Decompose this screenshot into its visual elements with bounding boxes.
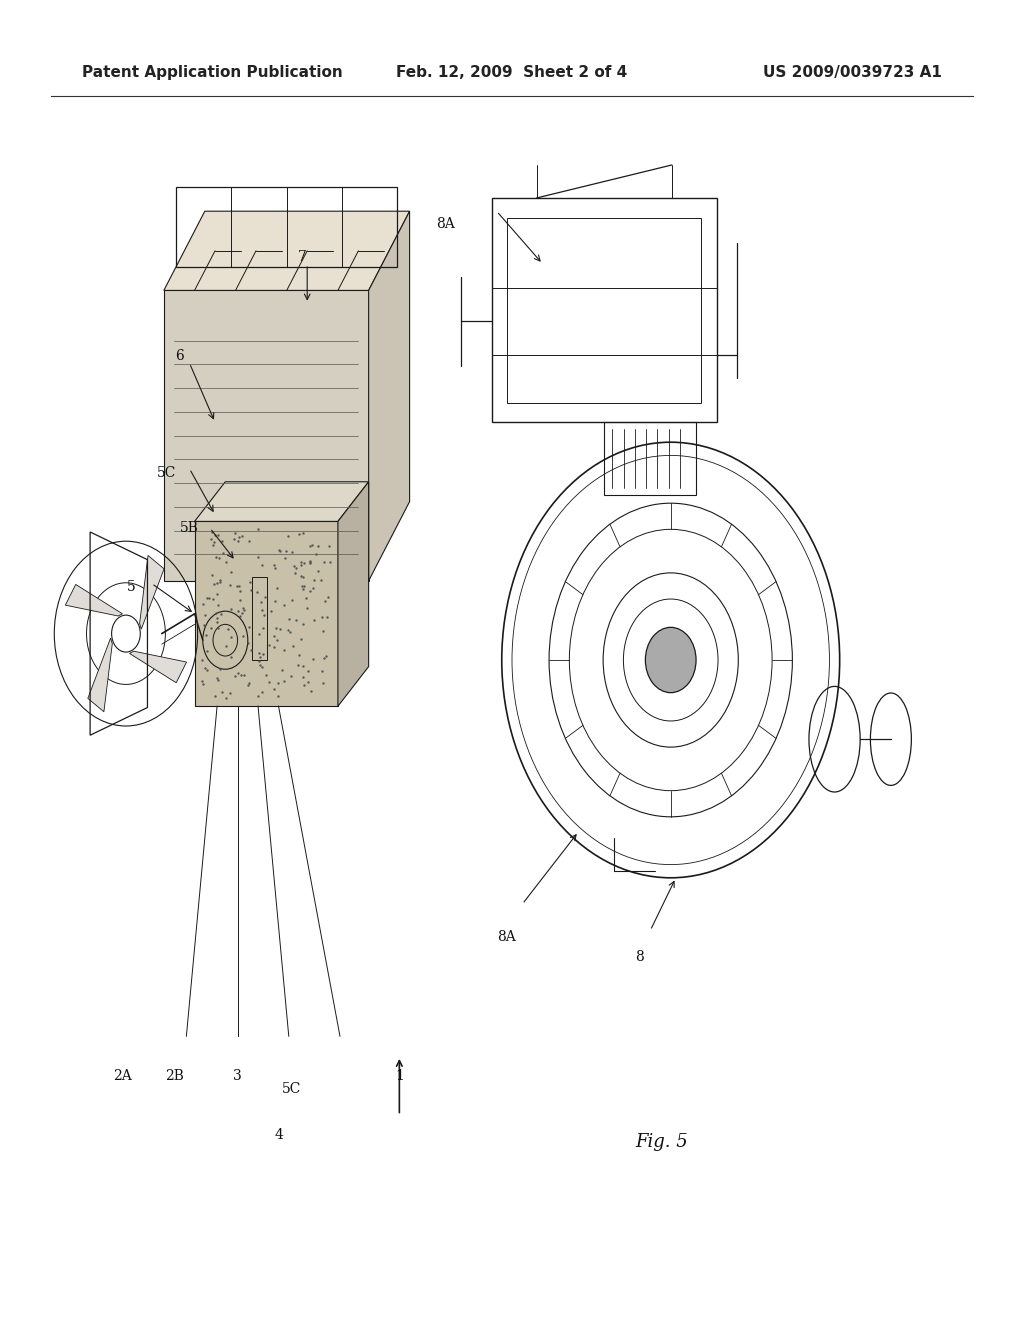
Text: 4: 4 [274,1129,283,1142]
Polygon shape [195,521,338,706]
Text: Fig. 5: Fig. 5 [635,1133,688,1151]
Bar [492,198,717,422]
Text: 2A: 2A [114,1069,132,1082]
Text: US 2009/0039723 A1: US 2009/0039723 A1 [763,65,942,81]
Polygon shape [66,585,123,616]
Text: 8A: 8A [498,931,516,944]
Polygon shape [338,482,369,706]
Bar [176,187,397,267]
Text: 5C: 5C [158,466,176,479]
Text: 6: 6 [175,350,183,363]
Text: 7: 7 [298,251,306,264]
Polygon shape [129,651,186,682]
Text: Feb. 12, 2009  Sheet 2 of 4: Feb. 12, 2009 Sheet 2 of 4 [396,65,628,81]
Polygon shape [369,211,410,581]
Text: 1: 1 [395,1069,403,1082]
Text: 5B: 5B [180,521,199,535]
Text: 8: 8 [636,950,644,964]
Text: 5: 5 [127,581,135,594]
Polygon shape [88,638,113,711]
Ellipse shape [645,627,696,693]
Text: 3: 3 [233,1069,242,1082]
Text: 2B: 2B [165,1069,183,1082]
Text: Patent Application Publication: Patent Application Publication [82,65,343,81]
Text: 8A: 8A [436,218,455,231]
Text: 5C: 5C [283,1082,301,1096]
Polygon shape [139,556,164,630]
Bar [604,422,696,495]
Bar [507,218,701,403]
Bar [252,577,267,660]
Polygon shape [195,482,369,521]
Polygon shape [164,211,410,290]
Polygon shape [164,290,369,581]
